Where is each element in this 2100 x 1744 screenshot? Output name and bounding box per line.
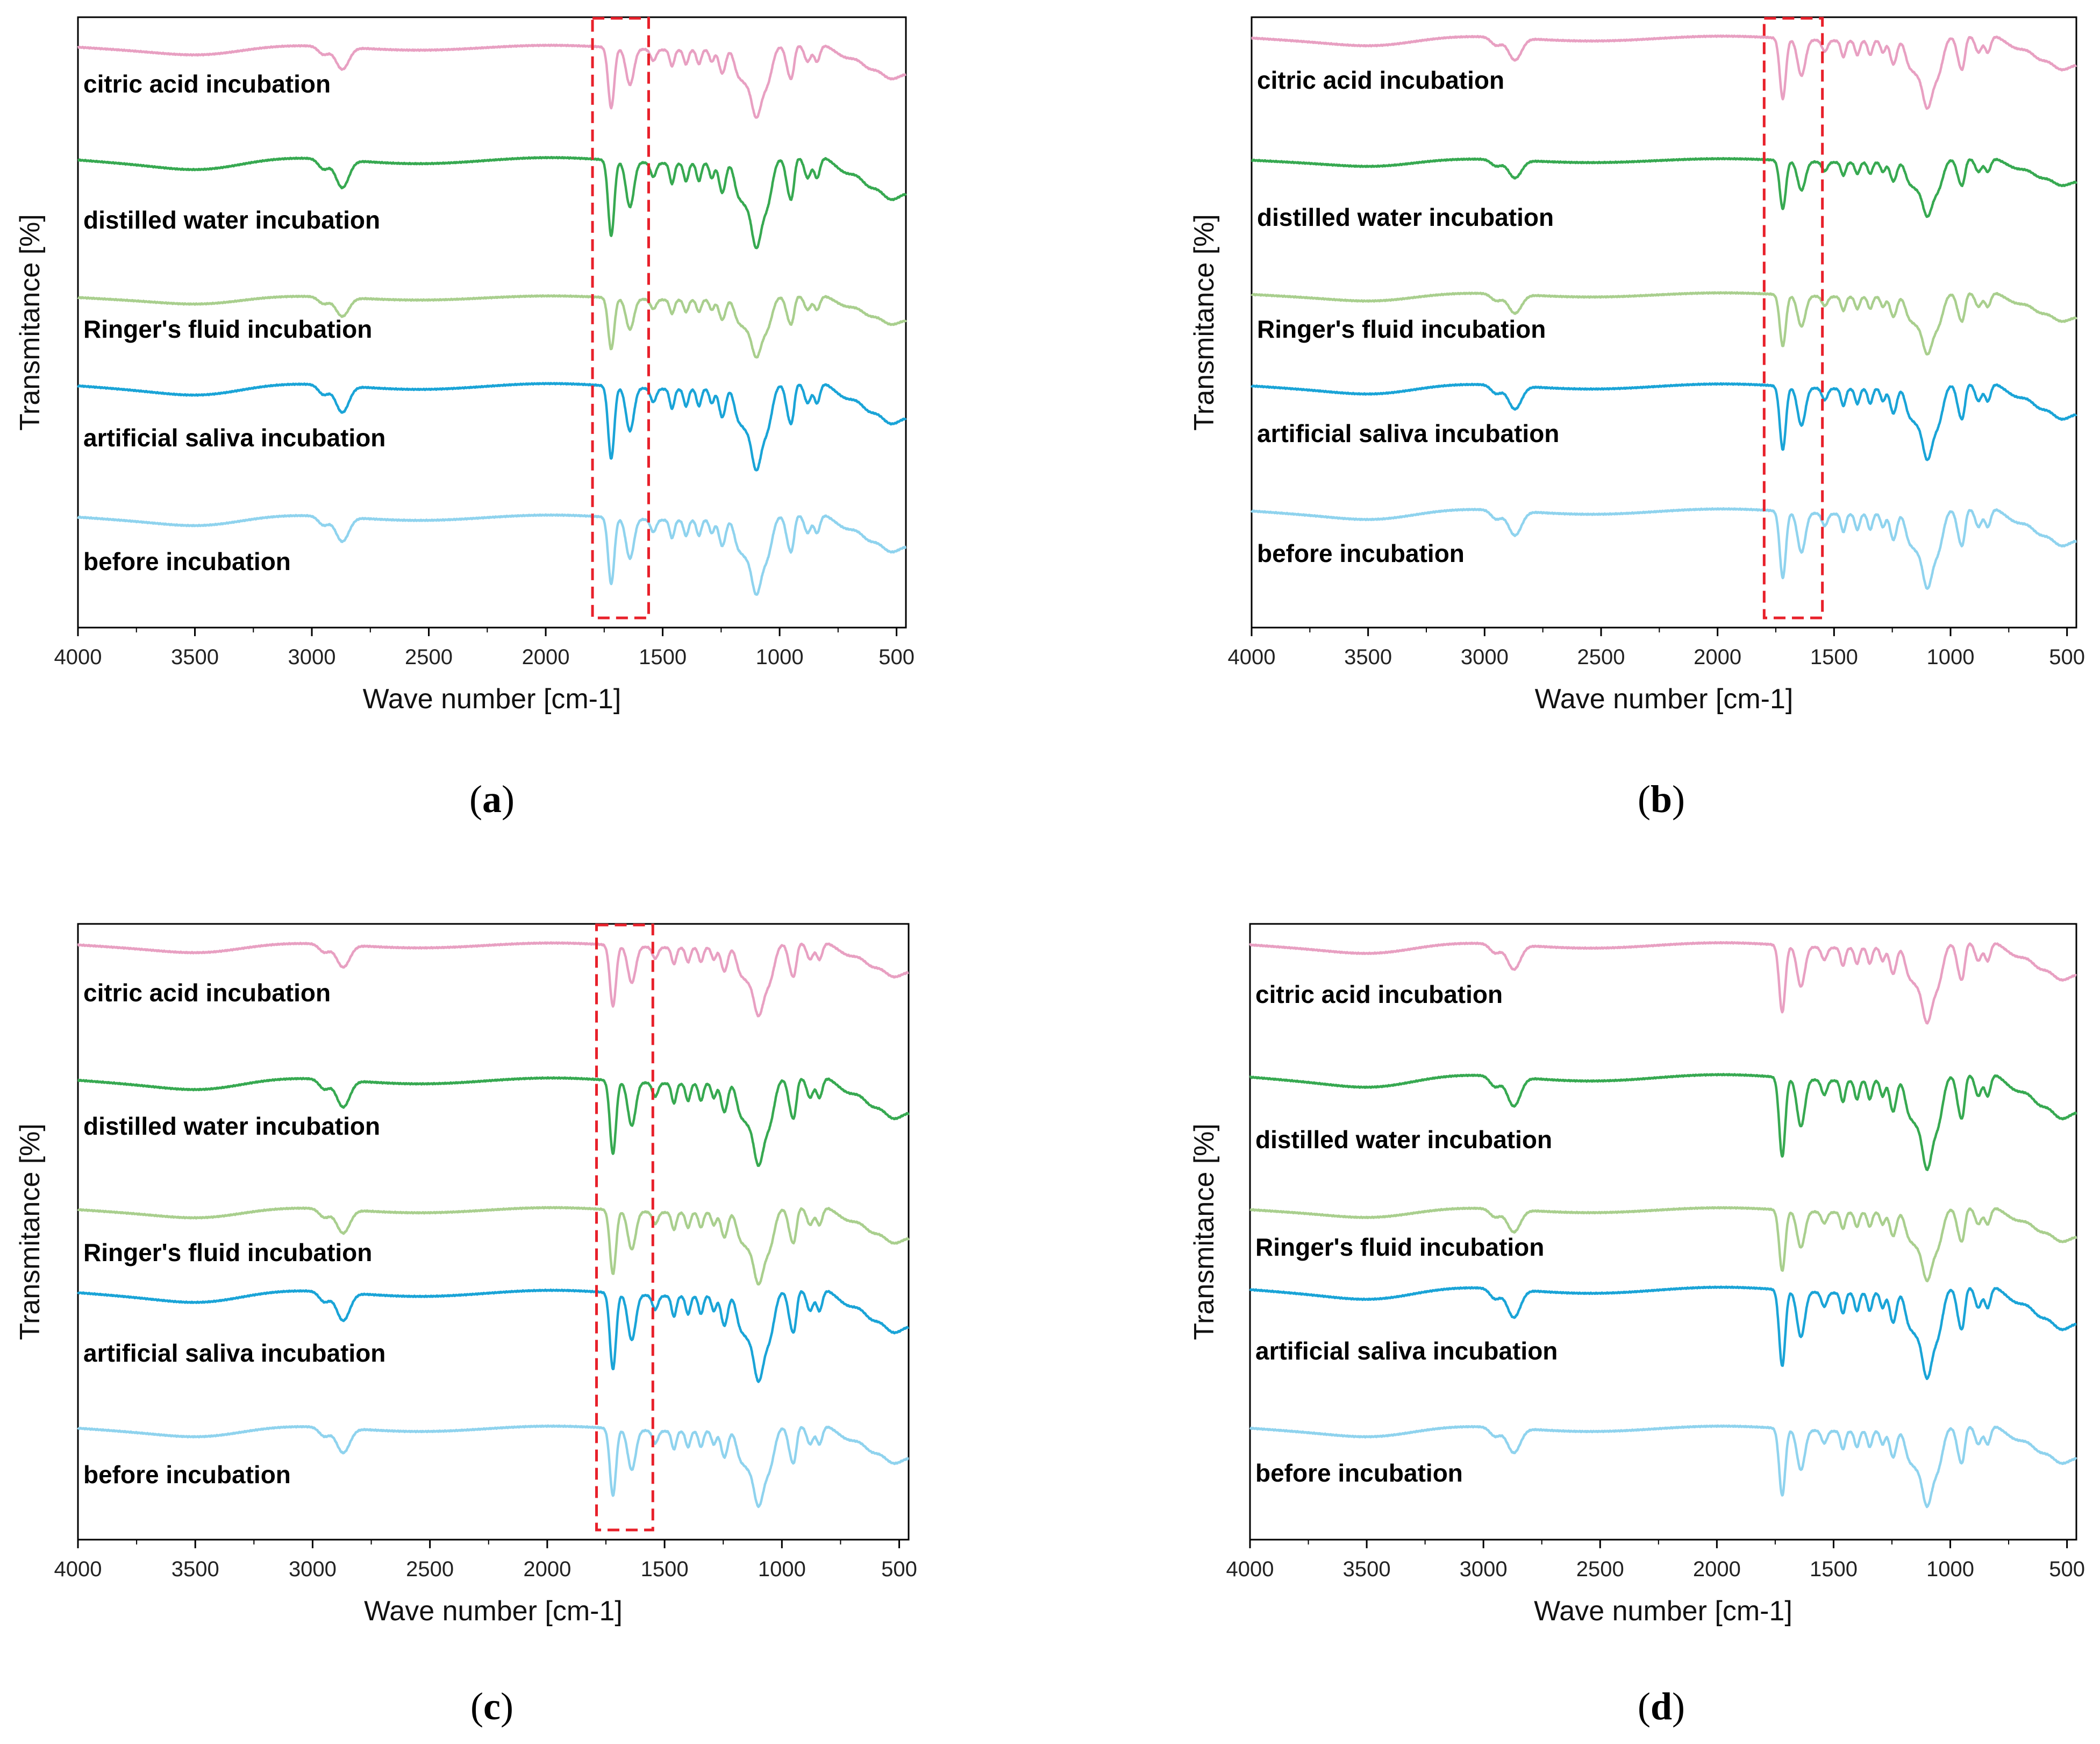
series-line-4 (77, 382, 907, 472)
series-label: Ringer's fluid incubation (1257, 315, 1546, 343)
x-tick-label: 4000 (54, 645, 102, 669)
x-tick-label: 1500 (641, 1557, 689, 1581)
x-tick-label: 2000 (1693, 1557, 1741, 1581)
series-label: before incubation (83, 547, 291, 575)
series-label: distilled water incubation (83, 1112, 380, 1140)
series-line-2 (77, 155, 907, 250)
series-line-3 (1251, 291, 2077, 356)
series-line-2 (1251, 156, 2077, 218)
series-label: artificial saliva incubation (83, 424, 385, 452)
x-tick-label: 500 (878, 645, 915, 669)
x-tick-label: 4000 (54, 1557, 102, 1581)
series-label: Ringer's fluid incubation (1255, 1233, 1544, 1261)
y-axis-title: Transmitance [%] (15, 214, 46, 431)
series-label: citric acid incubation (83, 979, 331, 1007)
x-tick-label: 4000 (1226, 1557, 1274, 1581)
highlight-box (591, 17, 650, 620)
series-line-5 (77, 1424, 910, 1508)
series-line-3 (77, 294, 907, 359)
chart-panel-d: 4000 3500 3000 2500 2000 1500 1000 500 Wave numb… (1189, 923, 2085, 1728)
series-label: before incubation (83, 1461, 291, 1489)
plot-frame (1249, 923, 2077, 1541)
panel-caption: (b) (1638, 778, 1685, 821)
panel-caption: (a) (469, 778, 515, 821)
x-axis-title: Wave number [cm-1] (364, 1596, 623, 1627)
plot-frame (77, 16, 907, 629)
series-line-4 (1251, 382, 2077, 461)
x-tick-label: 2500 (1576, 1557, 1624, 1581)
x-tick-label: 4000 (1228, 645, 1276, 669)
series-line-1 (77, 941, 910, 1017)
series-label: Ringer's fluid incubation (83, 1238, 372, 1266)
series-line-3 (1249, 1206, 2077, 1283)
x-tick-label: 2500 (1577, 645, 1625, 669)
x-tick-label: 1000 (1927, 645, 1975, 669)
series-label: artificial saliva incubation (1255, 1337, 1558, 1365)
x-axis-title: Wave number [cm-1] (363, 684, 622, 715)
highlight-box (595, 923, 654, 1532)
x-tick-label: 500 (2049, 1557, 2085, 1581)
x-tick-label: 3500 (172, 1557, 219, 1581)
series-line-3 (77, 1206, 910, 1286)
x-tick-label: 2000 (523, 1557, 571, 1581)
x-tick-label: 1000 (756, 645, 804, 669)
panel-caption: (d) (1638, 1685, 1685, 1728)
series-line-5 (1249, 1424, 2077, 1508)
series-line-1 (77, 44, 907, 119)
x-tick-label: 3000 (1460, 1557, 1508, 1581)
series-line-5 (1251, 507, 2077, 590)
series-line-4 (1249, 1285, 2077, 1380)
x-tick-label: 1000 (1926, 1557, 1974, 1581)
x-tick-label: 500 (2049, 645, 2085, 669)
series-line-1 (1251, 34, 2077, 110)
x-tick-label: 3000 (288, 645, 336, 669)
series-label: distilled water incubation (1257, 203, 1554, 231)
x-tick-label: 1000 (758, 1557, 806, 1581)
series-label: distilled water incubation (1255, 1126, 1552, 1154)
highlight-box (1762, 17, 1824, 620)
x-tick-label: 1500 (1810, 1557, 1858, 1581)
series-line-4 (77, 1289, 910, 1383)
series-label: before incubation (1257, 539, 1465, 567)
x-tick-label: 2000 (1694, 645, 1741, 669)
chart-panel-a: 4000 3500 3000 2500 2000 1500 1000 500 Wave numb… (15, 16, 915, 821)
series-label: Ringer's fluid incubation (83, 315, 372, 343)
chart-panel-b: 4000 3500 3000 2500 2000 1500 1000 500 Wave numb… (1189, 16, 2085, 821)
x-tick-label: 1500 (1810, 645, 1858, 669)
plot-frame (77, 923, 910, 1541)
series-line-2 (1249, 1073, 2077, 1171)
panel-caption: (c) (470, 1685, 513, 1728)
series-label: before incubation (1255, 1459, 1463, 1487)
series-label: citric acid incubation (83, 70, 331, 98)
chart-panel-c: 4000 3500 3000 2500 2000 1500 1000 500 Wave numb… (15, 923, 917, 1728)
series-label: citric acid incubation (1255, 980, 1503, 1008)
series-line-2 (77, 1076, 910, 1167)
x-tick-label: 2500 (406, 1557, 454, 1581)
x-tick-label: 3500 (171, 645, 219, 669)
x-axis-title: Wave number [cm-1] (1534, 1596, 1792, 1627)
y-axis-title: Transmitance [%] (15, 1123, 46, 1340)
y-axis-title: Transmitance [%] (1189, 1123, 1220, 1340)
x-tick-label: 2500 (405, 645, 453, 669)
x-tick-label: 500 (881, 1557, 917, 1581)
y-axis-title: Transmitance [%] (1189, 214, 1220, 431)
x-tick-label: 3500 (1344, 645, 1392, 669)
x-tick-label: 3000 (289, 1557, 337, 1581)
series-label: artificial saliva incubation (83, 1339, 385, 1367)
x-tick-label: 2000 (522, 645, 570, 669)
x-tick-label: 1500 (639, 645, 687, 669)
series-label: distilled water incubation (83, 206, 380, 234)
series-label: artificial saliva incubation (1257, 419, 1559, 447)
series-line-5 (77, 513, 907, 596)
x-tick-label: 3500 (1343, 1557, 1391, 1581)
x-tick-label: 3000 (1461, 645, 1509, 669)
series-line-1 (1249, 941, 2077, 1025)
x-axis-title: Wave number [cm-1] (1535, 684, 1794, 715)
plot-frame (1251, 16, 2077, 629)
series-label: citric acid incubation (1257, 66, 1504, 94)
